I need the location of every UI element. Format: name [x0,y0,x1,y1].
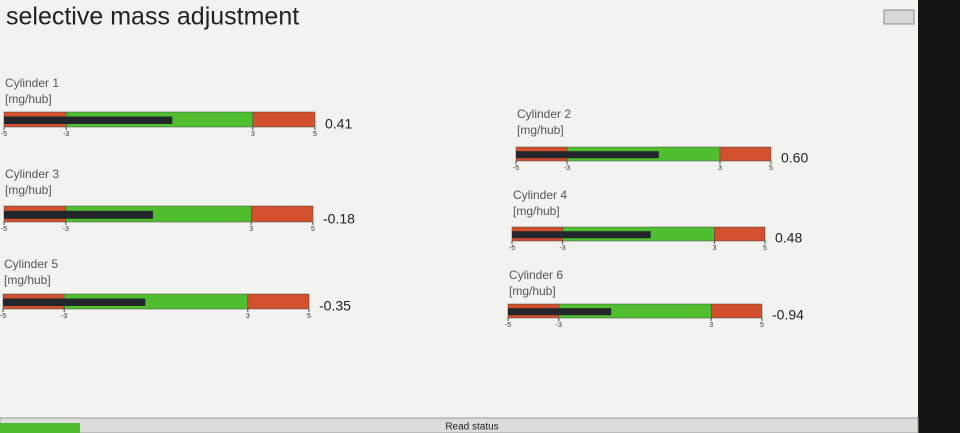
gauge-label: Cylinder 3 [5,167,59,181]
gauge-label: Cylinder 2 [517,107,571,121]
gauge-tick-label: 3 [249,226,253,233]
gauge-tick-label: -3 [556,322,562,329]
gauge-unit: [mg/hub] [5,183,52,197]
status-text: Read status [445,422,498,433]
gauge-tick-label: -3 [559,245,565,252]
gauge-unit: [mg/hub] [4,273,51,287]
gauge-unit: [mg/hub] [517,123,564,137]
gauge-value: -0.94 [772,307,804,323]
gauge-label: Cylinder 6 [509,268,563,282]
gauge-tick-label: -5 [509,245,515,252]
gauge-value: 0.60 [781,150,808,166]
gauge-tick-label: 3 [251,131,255,138]
gauge-unit: [mg/hub] [5,92,52,106]
gauge-tick-label: 5 [313,131,317,138]
gauge-tick-label: 5 [311,226,315,233]
gauge-label: Cylinder 5 [4,257,58,271]
gauge-zone [710,303,763,319]
gauge-marker [508,308,612,316]
gauge-zone [714,226,766,242]
status-bar [0,417,919,433]
gauge-tick-label: -5 [513,165,519,172]
gauge-tick-label: 3 [709,322,713,329]
gauge-tick-label: 5 [760,322,764,329]
gauge-marker [4,210,153,219]
gauge-tick-label: -3 [61,313,67,320]
gauge-marker [516,151,659,159]
gauge-tick-label: -3 [63,226,69,233]
gauge-marker [3,298,146,306]
gauge-unit: [mg/hub] [513,204,560,218]
gauge-label: Cylinder 1 [5,76,59,90]
gauge-tick-label: -5 [1,226,7,233]
gauge-marker [4,116,173,124]
gauge-tick-label: -5 [0,313,6,320]
gauge-zone [247,293,310,310]
gauge-unit: [mg/hub] [509,284,556,298]
gauge-tick-label: 5 [307,313,311,320]
window-buttons[interactable] [883,9,915,25]
gauge-tick-label: -3 [63,131,69,138]
gauge-tick-label: -5 [505,322,511,329]
status-indicator [0,423,80,433]
gauge-label: Cylinder 4 [513,188,567,202]
gauge-zone [250,205,314,223]
gauge-value: -0.35 [319,298,351,314]
gauge-zone [252,111,316,128]
gauge-value: 0.41 [325,116,352,132]
gauge-tick-label: 3 [246,313,250,320]
gauge-tick-label: 3 [718,165,722,172]
gauge-tick-label: 5 [763,245,767,252]
gauge-tick-label: -5 [1,131,7,138]
window-title: selective mass adjustment [6,3,299,31]
gauge-marker [512,231,651,239]
gauge-tick-label: -3 [564,165,570,172]
screen-bezel [918,0,960,433]
gauge-tick-label: 5 [769,165,773,172]
gauge-tick-label: 3 [712,245,716,252]
gauge-value: -0.18 [323,211,355,227]
gauge-zone [719,146,772,162]
gauge-value: 0.48 [775,230,802,246]
